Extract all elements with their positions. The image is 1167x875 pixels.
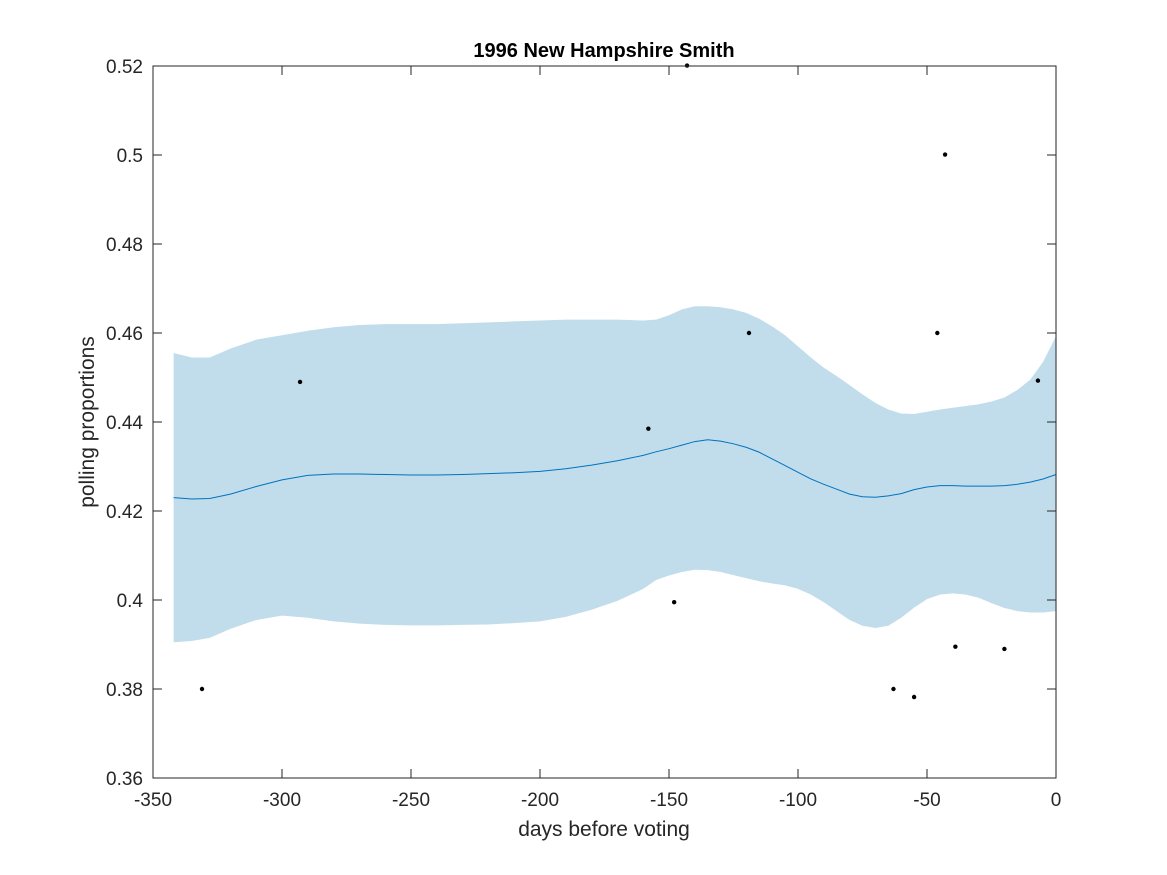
- data-point: [297, 379, 303, 385]
- data-point: [1035, 378, 1041, 383]
- confidence-band-layer: [173, 306, 1056, 643]
- y-tick-label: 0.38: [106, 680, 143, 701]
- x-tick-label: -350: [134, 790, 172, 811]
- ticks-layer: -350 -300 -250 -200 -150 -100 -50 0 0.36 0.38 0.4 0…: [106, 57, 1061, 811]
- data-point: [671, 600, 677, 605]
- y-tick-label: 0.46: [106, 324, 143, 345]
- mean-line: [173, 439, 1057, 500]
- y-tick-label: 0.52: [106, 57, 143, 78]
- mean-line-layer: [173, 439, 1057, 500]
- data-point: [1002, 646, 1007, 652]
- x-tick-label: -250: [392, 790, 430, 811]
- x-tick-label: -200: [521, 790, 559, 811]
- x-tick-label: 0: [1051, 790, 1062, 811]
- data-point: [646, 426, 651, 431]
- data-points-layer: [199, 63, 1041, 700]
- data-point: [199, 686, 205, 692]
- data-point: [891, 686, 896, 692]
- y-tick-label: 0.44: [106, 413, 143, 434]
- x-axis-title: days before voting: [518, 818, 690, 841]
- chart-title: 1996 New Hampshire Smith: [473, 40, 734, 62]
- data-point: [911, 694, 917, 700]
- y-tick-label: 0.36: [106, 769, 143, 790]
- data-point: [953, 644, 958, 649]
- y-tick-label: 0.4: [117, 591, 144, 612]
- y-tick-label: 0.5: [117, 146, 143, 167]
- data-point: [942, 152, 948, 157]
- y-axis-title: polling proportions: [76, 336, 99, 508]
- x-tick-label: -100: [779, 790, 817, 811]
- data-point: [746, 330, 752, 336]
- x-tick-label: -50: [913, 790, 940, 811]
- data-point: [935, 330, 940, 336]
- x-tick-label: -150: [650, 790, 688, 811]
- x-tick-label: -300: [263, 790, 301, 811]
- y-tick-label: 0.42: [106, 502, 143, 523]
- confidence-band: [173, 306, 1056, 643]
- y-tick-label: 0.48: [106, 235, 143, 256]
